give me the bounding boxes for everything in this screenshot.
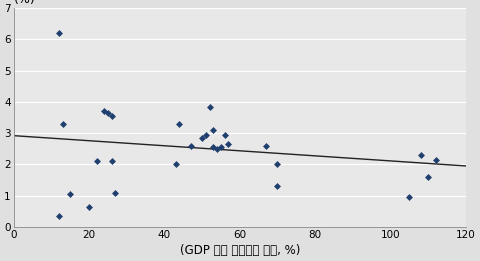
Point	[206, 104, 214, 109]
Text: (%): (%)	[13, 0, 36, 5]
Point	[274, 162, 281, 167]
Point	[198, 136, 206, 140]
Point	[210, 128, 217, 132]
Point	[417, 153, 424, 157]
Point	[59, 122, 66, 126]
Point	[213, 147, 221, 151]
Point	[66, 192, 74, 196]
Point	[172, 162, 180, 167]
Point	[108, 114, 115, 118]
Point	[274, 184, 281, 188]
Point	[111, 191, 119, 195]
Point	[217, 145, 225, 149]
Point	[424, 175, 432, 179]
X-axis label: (GDP 대비 국가채무 비율, %): (GDP 대비 국가채무 비율, %)	[180, 244, 300, 257]
Point	[221, 133, 228, 137]
Point	[202, 133, 210, 137]
Point	[104, 111, 112, 115]
Point	[100, 109, 108, 113]
Point	[187, 144, 194, 148]
Point	[210, 145, 217, 149]
Point	[55, 31, 63, 35]
Point	[176, 122, 183, 126]
Point	[85, 204, 93, 209]
Point	[93, 159, 100, 163]
Point	[55, 214, 63, 218]
Point	[262, 144, 270, 148]
Point	[108, 159, 115, 163]
Point	[225, 142, 232, 146]
Point	[432, 158, 440, 162]
Point	[406, 195, 413, 199]
